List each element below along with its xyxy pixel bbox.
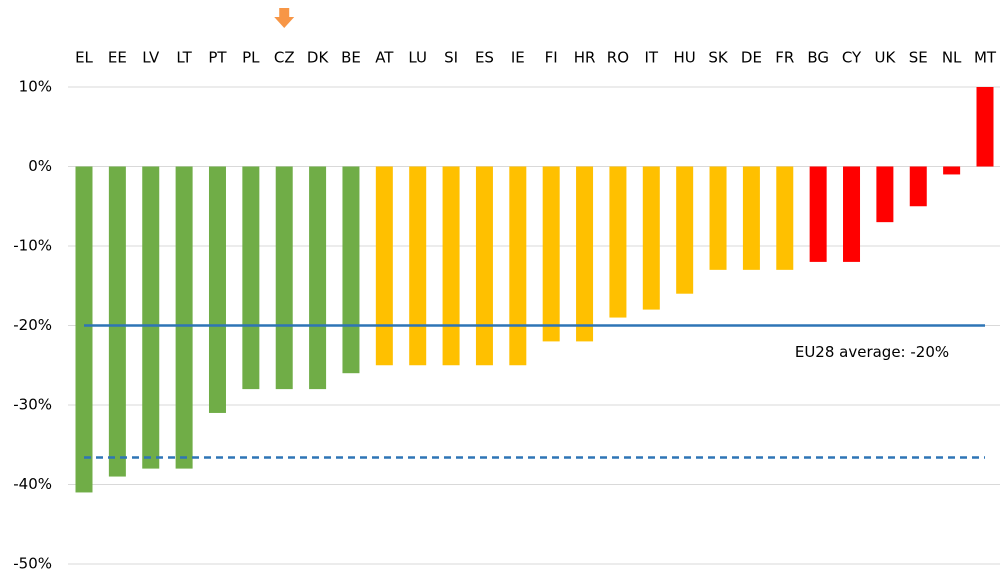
y-tick-label: -20%	[13, 316, 52, 334]
bar	[909, 166, 927, 207]
x-tick-label: LU	[408, 49, 427, 67]
bar	[342, 166, 360, 374]
bar	[275, 166, 293, 390]
bar	[776, 166, 794, 270]
x-tick-label: FI	[545, 49, 558, 67]
bar	[876, 166, 894, 223]
bar	[943, 166, 961, 175]
x-tick-label: BE	[341, 49, 361, 67]
bar	[309, 166, 327, 390]
x-tick-label: CY	[842, 49, 862, 67]
x-tick-label: ES	[475, 49, 494, 67]
bar	[843, 166, 861, 262]
y-tick-label: -30%	[13, 396, 52, 414]
bar	[809, 166, 827, 262]
x-tick-label: EL	[75, 49, 93, 67]
y-tick-label: 0%	[28, 157, 52, 175]
x-tick-label: DE	[741, 49, 762, 67]
y-tick-label: -50%	[13, 555, 52, 573]
x-tick-label: EE	[108, 49, 127, 67]
bar	[375, 166, 393, 366]
y-tick-label: -40%	[13, 475, 52, 493]
x-tick-label: PL	[242, 49, 260, 67]
x-tick-label: HR	[574, 49, 596, 67]
bar	[542, 166, 560, 342]
bar	[108, 166, 126, 477]
y-tick-label: -10%	[13, 237, 52, 255]
x-tick-label: HU	[674, 49, 696, 67]
bar	[442, 166, 460, 366]
bar	[509, 166, 527, 366]
bar	[475, 166, 493, 366]
bar	[576, 166, 594, 342]
x-tick-label: LV	[142, 49, 160, 67]
x-tick-label: LT	[176, 49, 192, 67]
bar	[208, 166, 226, 413]
bar	[242, 166, 260, 390]
bar	[642, 166, 660, 310]
x-tick-label: FR	[775, 49, 794, 67]
bar	[409, 166, 427, 366]
bar	[75, 166, 93, 493]
bar	[709, 166, 727, 270]
x-tick-label: IE	[511, 49, 525, 67]
x-tick-label: SI	[444, 49, 458, 67]
x-tick-label: SK	[708, 49, 729, 67]
bar	[976, 87, 994, 167]
bar	[142, 166, 160, 469]
bar	[175, 166, 193, 469]
x-tick-label: CZ	[274, 49, 295, 67]
x-tick-label: IT	[644, 49, 658, 67]
x-tick-label: PT	[208, 49, 227, 67]
x-tick-label: SE	[909, 49, 928, 67]
x-tick-label: MT	[974, 49, 997, 67]
reference-label: EU28 average: -20%	[795, 343, 949, 361]
bar	[742, 166, 760, 270]
x-tick-label: RO	[607, 49, 629, 67]
bar	[676, 166, 694, 294]
highlight-arrow	[274, 8, 295, 28]
x-tick-label: UK	[874, 49, 896, 67]
x-tick-label: DK	[307, 49, 330, 67]
y-tick-label: 10%	[19, 78, 52, 96]
x-tick-label: BG	[807, 49, 829, 67]
x-tick-label: NL	[942, 49, 962, 67]
x-tick-label: AT	[375, 49, 394, 67]
bar	[609, 166, 627, 318]
